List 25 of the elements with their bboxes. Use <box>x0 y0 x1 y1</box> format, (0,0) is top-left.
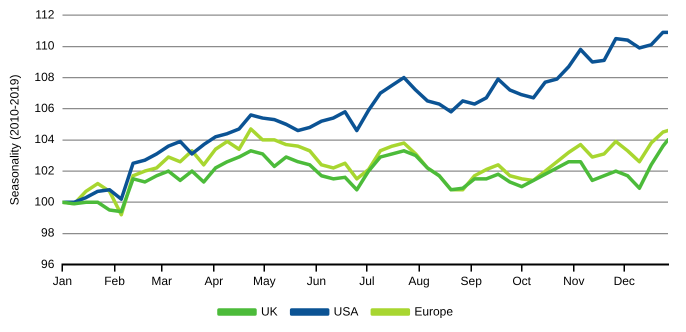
x-tick-label: Sep <box>460 274 482 288</box>
x-tick-label: Apr <box>204 274 224 288</box>
x-tick-label: Jun <box>306 274 326 288</box>
x-tick-label: Jul <box>359 274 375 288</box>
x-tick-label: Dec <box>614 274 635 288</box>
legend-label: Europe <box>414 304 454 318</box>
x-tick-label: Aug <box>408 274 430 288</box>
x-tick-label: Feb <box>104 274 126 288</box>
legend-label: UK <box>260 304 278 318</box>
legend-label: USA <box>334 304 358 318</box>
x-tick-label: Jan <box>52 274 72 288</box>
x-tick-label: Nov <box>563 274 584 288</box>
x-tick-label: May <box>252 274 276 288</box>
y-tick-label: 112 <box>35 8 55 22</box>
y-tick-label: 106 <box>34 101 55 116</box>
y-tick-label: 110 <box>35 38 55 53</box>
y-tick-label: 96 <box>41 256 55 271</box>
x-tick-label: Oct <box>512 274 532 288</box>
y-tick-label: 104 <box>34 132 55 146</box>
y-tick-label: 102 <box>34 163 55 178</box>
y-tick-label: 98 <box>41 226 55 240</box>
y-tick-label: 108 <box>34 70 55 84</box>
y-tick-label: 100 <box>34 194 55 209</box>
x-tick-label: Mar <box>151 274 172 288</box>
y-axis-title: Seasonality (2010-2019) <box>8 74 22 206</box>
